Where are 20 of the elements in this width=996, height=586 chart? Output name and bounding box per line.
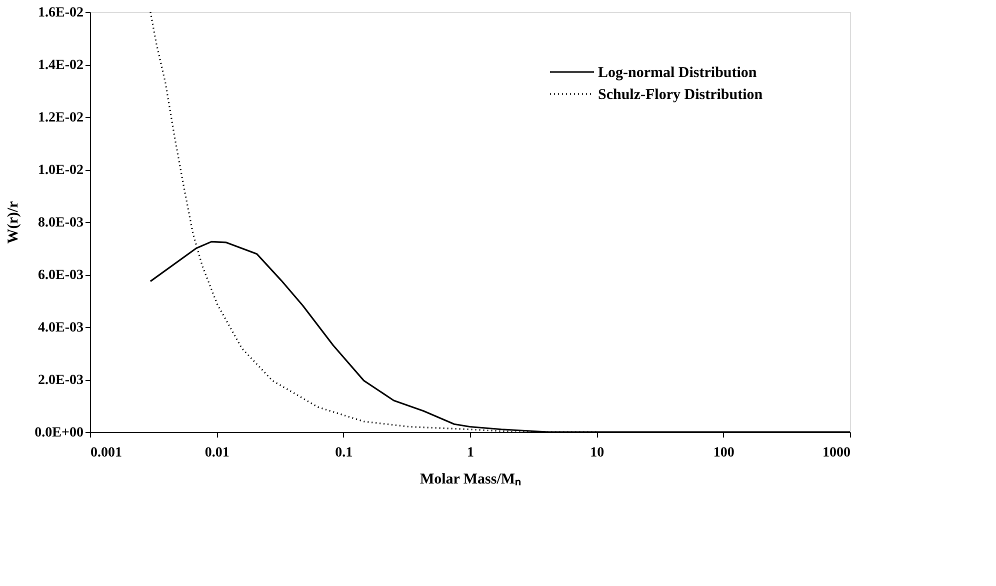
x-tick-label: 0.01 bbox=[204, 446, 230, 460]
legend-label: Log-normal Distribution bbox=[598, 65, 758, 81]
y-axis-title: W(r)/r bbox=[6, 200, 22, 244]
y-tick-label: 1.0E-02 bbox=[38, 163, 84, 178]
y-tick-label: 4.0E-03 bbox=[38, 320, 84, 336]
y-tick-label: 2.0E-03 bbox=[38, 373, 84, 388]
y-tick-label: 1.6E-02 bbox=[38, 6, 84, 20]
legend-label: Schulz-Flory Distribution bbox=[598, 87, 764, 103]
x-tick-label: 100 bbox=[713, 446, 734, 460]
x-tick-label: 10 bbox=[590, 446, 604, 460]
x-tick-label: 0.1 bbox=[335, 446, 353, 460]
x-axis-title: Molar Mass/Mₙ bbox=[420, 472, 522, 488]
y-tick-label: 1.2E-02 bbox=[38, 110, 84, 126]
y-tick-label: 8.0E-03 bbox=[38, 216, 84, 230]
y-tick-label: 0.0E+00 bbox=[34, 426, 84, 440]
y-tick-label: 1.4E-02 bbox=[38, 58, 84, 73]
x-tick-label: 1000 bbox=[822, 446, 850, 460]
y-tick-label: 6.0E-03 bbox=[38, 268, 84, 283]
x-tick-label: 1 bbox=[467, 446, 474, 460]
x-tick-label: 0.001 bbox=[90, 446, 122, 460]
